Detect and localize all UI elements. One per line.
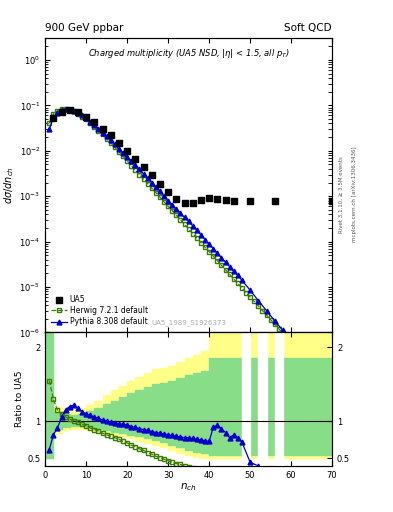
UA5 bbox=[50, 114, 57, 122]
Line: Herwig 7.2.1 default: Herwig 7.2.1 default bbox=[47, 107, 318, 372]
Herwig 7.2.1 default bbox=[72, 109, 76, 115]
Herwig 7.2.1 default bbox=[260, 308, 265, 314]
UA5 bbox=[140, 163, 147, 172]
Herwig 7.2.1 default bbox=[313, 367, 318, 373]
UA5 bbox=[329, 197, 335, 205]
Bar bbox=[242, 332, 250, 466]
UA5 bbox=[75, 108, 81, 116]
Pythia 8.308 default bbox=[63, 106, 68, 113]
UA5 bbox=[91, 118, 97, 126]
UA5 bbox=[173, 195, 180, 203]
Pythia 8.308 default bbox=[178, 210, 183, 217]
Pythia 8.308 default bbox=[51, 114, 56, 120]
Bar bbox=[258, 332, 266, 466]
Text: Soft QCD: Soft QCD bbox=[285, 23, 332, 33]
Line: Pythia 8.308 default: Pythia 8.308 default bbox=[47, 107, 310, 364]
UA5 bbox=[116, 139, 122, 147]
UA5 bbox=[67, 106, 73, 114]
UA5 bbox=[99, 124, 106, 133]
Herwig 7.2.1 default bbox=[63, 106, 68, 112]
UA5 bbox=[157, 179, 163, 187]
UA5 bbox=[214, 195, 220, 203]
X-axis label: $n_{ch}$: $n_{ch}$ bbox=[180, 481, 197, 493]
UA5 bbox=[189, 199, 196, 207]
UA5 bbox=[108, 131, 114, 139]
UA5 bbox=[231, 197, 237, 205]
UA5 bbox=[165, 188, 171, 196]
Herwig 7.2.1 default bbox=[117, 149, 121, 155]
Legend: UA5, Herwig 7.2.1 default, Pythia 8.308 default: UA5, Herwig 7.2.1 default, Pythia 8.308 … bbox=[49, 292, 150, 329]
Text: Charged multiplicity (UA5 NSD, $|\eta|$ < 1.5, all $p_T$): Charged multiplicity (UA5 NSD, $|\eta|$ … bbox=[88, 47, 290, 60]
Pythia 8.308 default bbox=[133, 162, 138, 168]
Herwig 7.2.1 default bbox=[47, 120, 51, 126]
Text: Rivet 3.1.10, ≥ 3.5M events: Rivet 3.1.10, ≥ 3.5M events bbox=[339, 156, 344, 233]
Herwig 7.2.1 default bbox=[297, 348, 302, 354]
Pythia 8.308 default bbox=[47, 126, 51, 132]
UA5 bbox=[206, 194, 212, 202]
Text: 900 GeV ppbar: 900 GeV ppbar bbox=[45, 23, 123, 33]
UA5 bbox=[182, 199, 188, 207]
UA5 bbox=[132, 155, 138, 163]
Text: UA5_1989_S1926373: UA5_1989_S1926373 bbox=[151, 319, 226, 327]
UA5 bbox=[272, 197, 278, 205]
UA5 bbox=[59, 108, 65, 116]
Pythia 8.308 default bbox=[305, 358, 310, 365]
Y-axis label: $d\sigma/dn_{ch}$: $d\sigma/dn_{ch}$ bbox=[3, 166, 17, 204]
UA5 bbox=[222, 196, 229, 204]
Bar bbox=[275, 332, 283, 466]
UA5 bbox=[149, 171, 155, 179]
Pythia 8.308 default bbox=[198, 232, 203, 238]
Pythia 8.308 default bbox=[190, 223, 195, 229]
Y-axis label: Ratio to UA5: Ratio to UA5 bbox=[15, 371, 24, 428]
UA5 bbox=[124, 147, 130, 155]
Herwig 7.2.1 default bbox=[166, 203, 171, 209]
Pythia 8.308 default bbox=[223, 259, 228, 265]
UA5 bbox=[83, 113, 89, 121]
Text: mcplots.cern.ch [arXiv:1306.3436]: mcplots.cern.ch [arXiv:1306.3436] bbox=[352, 147, 357, 242]
Herwig 7.2.1 default bbox=[133, 167, 138, 174]
UA5 bbox=[198, 196, 204, 204]
UA5 bbox=[247, 197, 253, 205]
